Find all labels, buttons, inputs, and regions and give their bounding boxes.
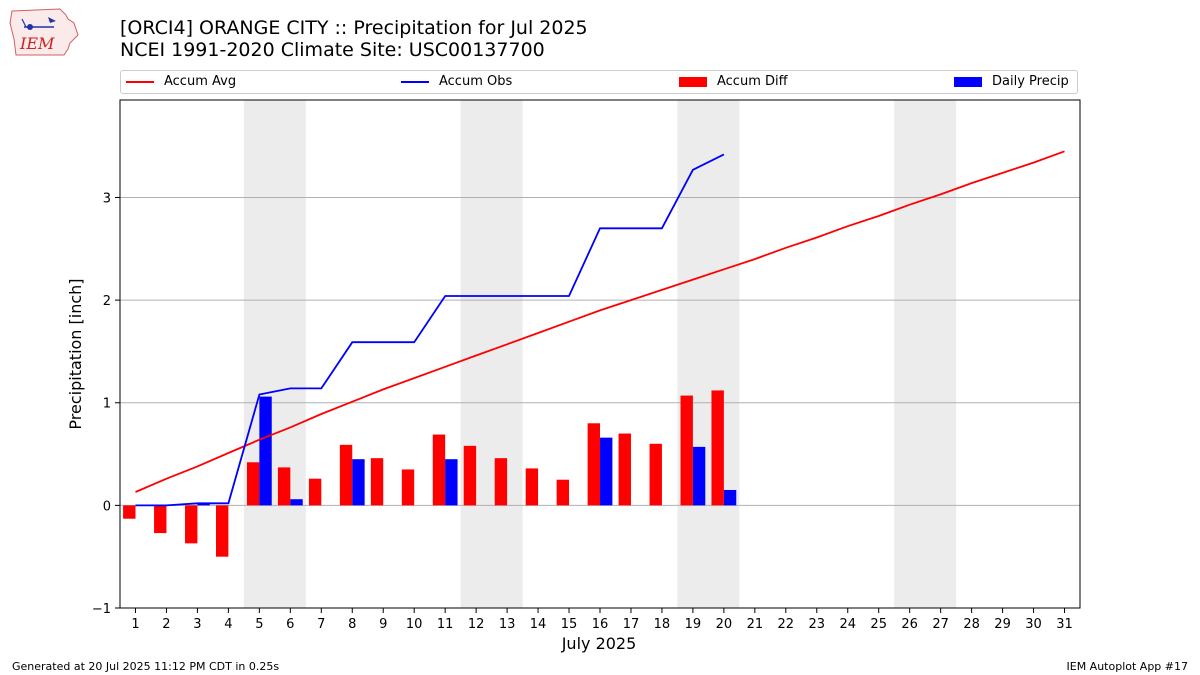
accum-diff-bar [401, 469, 415, 506]
legend-swatch-line [126, 80, 154, 83]
accum-diff-bar [185, 505, 198, 544]
weekend-shade [894, 100, 957, 608]
accum-diff-bar [216, 505, 229, 557]
accum-diff-bar [618, 433, 631, 506]
x-tick-label: 22 [778, 617, 795, 632]
legend-label: Accum Diff [717, 74, 788, 89]
accum-diff-bar [339, 444, 353, 506]
plot-frame [119, 99, 1081, 609]
x-tick-label: 2 [162, 617, 170, 632]
x-tick-label: 6 [286, 617, 294, 632]
legend-item-daily-precip: Daily Precip [954, 74, 1069, 89]
x-tick-label: 24 [839, 617, 856, 632]
y-tick-label: 2 [103, 294, 111, 309]
weekend-shade [677, 100, 740, 608]
daily-precip-bar [197, 503, 210, 506]
weekend-shade [460, 100, 523, 608]
accum-diff-bar [277, 467, 291, 506]
footer-app-id: IEM Autoplot App #17 [1066, 660, 1189, 673]
accum-diff-bar [711, 390, 724, 506]
x-tick-label: 31 [1056, 617, 1073, 632]
x-tick-label: 12 [468, 617, 485, 632]
svg-text:IEM: IEM [19, 34, 55, 53]
daily-precip-bar [445, 459, 458, 506]
x-tick-label: 14 [530, 617, 547, 632]
footer-generated-text: Generated at 20 Jul 2025 11:12 PM CDT in… [12, 660, 280, 673]
x-tick-label: 10 [406, 617, 423, 632]
x-tick-label: 28 [963, 617, 980, 632]
x-tick-label: 9 [379, 617, 387, 632]
x-tick-label: 15 [561, 617, 578, 632]
y-tick-label: 1 [103, 397, 111, 412]
chart-title: [ORCI4] ORANGE CITY :: Precipitation for… [120, 17, 588, 39]
accum-diff-bar [123, 505, 136, 519]
accum-avg-line [135, 150, 1065, 493]
legend-swatch-patch [954, 76, 982, 87]
x-tick-label: 27 [932, 617, 949, 632]
x-axis-label: July 2025 [561, 634, 637, 653]
x-tick-label: 23 [809, 617, 826, 632]
x-tick-label: 26 [901, 617, 918, 632]
x-tick-label: 18 [654, 617, 671, 632]
legend: Accum Avg Accum Obs Accum Diff Daily Pre… [120, 70, 1078, 94]
daily-precip-bar [290, 499, 303, 506]
legend-label: Accum Obs [439, 74, 513, 89]
x-tick-label: 21 [747, 617, 764, 632]
legend-label: Daily Precip [992, 74, 1069, 89]
x-tick-label: 4 [224, 617, 232, 632]
daily-precip-bar [352, 459, 365, 506]
y-tick-label: −1 [92, 602, 111, 617]
daily-precip-bar [692, 446, 706, 506]
accum-diff-bar [308, 478, 322, 506]
accum-diff-bar [494, 458, 508, 506]
x-tick-label: 25 [870, 617, 887, 632]
accum-diff-bar [246, 462, 260, 506]
x-tick-label: 3 [193, 617, 201, 632]
accum-diff-bar [463, 445, 477, 506]
accum-diff-bar [432, 434, 446, 506]
accum-obs-line [135, 153, 725, 507]
accum-diff-bar [587, 423, 600, 506]
legend-label: Accum Avg [164, 74, 237, 89]
iem-logo: IEM [9, 8, 79, 56]
accum-diff-bar [525, 468, 539, 506]
x-tick-label: 30 [1025, 617, 1042, 632]
legend-item-accum-obs: Accum Obs [401, 74, 512, 89]
x-tick-label: 5 [255, 617, 263, 632]
accum-diff-bar [154, 505, 167, 534]
weekend-shade [243, 100, 306, 608]
x-tick-label: 29 [994, 617, 1011, 632]
x-tick-label: 8 [348, 617, 356, 632]
legend-item-accum-avg: Accum Avg [126, 74, 236, 89]
x-tick-label: 16 [592, 617, 609, 632]
y-axis-label: Precipitation [inch] [66, 278, 85, 429]
y-tick-label: 3 [103, 191, 111, 206]
x-tick-label: 19 [685, 617, 702, 632]
accum-diff-bar [680, 395, 693, 506]
y-tick-label: 0 [103, 499, 111, 514]
x-tick-label: 13 [499, 617, 516, 632]
legend-swatch-line [401, 80, 429, 83]
daily-precip-bar [723, 489, 737, 506]
x-tick-label: 20 [716, 617, 733, 632]
accum-diff-bar [649, 443, 662, 506]
daily-precip-bar [600, 437, 613, 506]
accum-diff-bar [370, 458, 384, 506]
legend-item-accum-diff: Accum Diff [679, 74, 788, 89]
daily-precip-bar [259, 396, 272, 506]
x-tick-label: 11 [437, 617, 454, 632]
chart-subtitle: NCEI 1991-2020 Climate Site: USC00137700 [120, 39, 545, 61]
accum-diff-bar [556, 479, 570, 506]
x-tick-label: 17 [623, 617, 640, 632]
x-tick-label: 1 [131, 617, 139, 632]
x-tick-label: 7 [317, 617, 325, 632]
legend-swatch-patch [679, 76, 707, 87]
